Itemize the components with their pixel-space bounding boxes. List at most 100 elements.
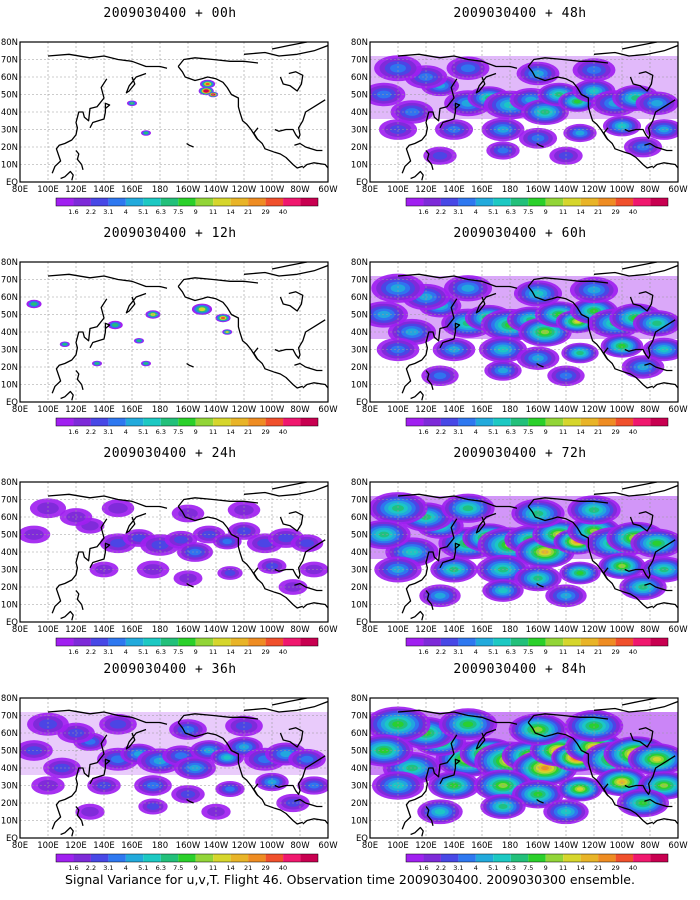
variance-contour: [586, 66, 602, 74]
variance-map: 80E 100E 120E 140E 160E 180 160W 140W 120W 100W 80…: [1, 478, 338, 656]
coastline: [279, 291, 304, 312]
coastline: [177, 722, 303, 825]
colorbar-label: 4: [474, 208, 478, 216]
colorbar-swatch: [283, 854, 301, 862]
colorbar-label: 21: [244, 428, 252, 436]
coastline: [624, 539, 676, 579]
coastline: [51, 298, 108, 394]
variance-contour: [143, 362, 149, 365]
coastline: [397, 709, 518, 725]
coastline: [603, 347, 609, 361]
coastline: [401, 734, 458, 830]
colorbar-swatch: [475, 198, 494, 206]
coastline: [253, 783, 259, 797]
variance-contour: [497, 147, 509, 154]
map-panel-48h: 2009030400 + 48h 80E 100E 120E 140E 160E 180 1…: [350, 0, 690, 220]
lat-tick-label: 70N: [1, 712, 18, 722]
lat-tick-label: 60N: [351, 73, 368, 83]
lon-tick-label: 100W: [610, 841, 635, 851]
colorbar-label: 5.1: [138, 864, 148, 872]
colorbar-swatch: [125, 418, 144, 426]
lat-tick-label: 20N: [1, 799, 18, 809]
coastline: [279, 727, 304, 748]
variance-contour: [143, 131, 149, 135]
colorbar-swatch: [563, 418, 581, 426]
lat-tick-label: 80N: [1, 478, 18, 488]
lon-tick-label: 60W: [668, 185, 688, 195]
colorbar-label: 21: [244, 864, 252, 872]
coastline: [243, 700, 328, 713]
variance-contour: [300, 755, 314, 763]
colorbar-label: 11: [209, 208, 217, 216]
variance-contour: [652, 320, 662, 326]
colorbar-label: 11: [559, 648, 567, 656]
colorbar-swatch: [248, 198, 266, 206]
coastline: [302, 602, 328, 609]
coastline: [410, 390, 424, 401]
coastline: [652, 818, 678, 825]
colorbar-swatch: [178, 198, 196, 206]
coastline: [425, 806, 434, 826]
coastline: [603, 127, 609, 141]
variance-map: 80E 100E 120E 140E 160E 180 160W 140W 120W 100W 80…: [1, 694, 338, 872]
lon-tick-label: 140E: [93, 405, 115, 415]
lon-tick-label: 120W: [582, 841, 607, 851]
lon-tick-label: 80W: [640, 185, 660, 195]
colorbar-label: 29: [611, 208, 619, 216]
colorbar-swatch: [108, 418, 126, 426]
colorbar-label: 9: [194, 648, 198, 656]
colorbar-label: 29: [611, 648, 619, 656]
coastline: [177, 286, 303, 389]
variance-map: 80E 100E 120E 140E 160E 180 160W 140W 120W 100W 80…: [1, 258, 338, 436]
lat-tick-label: 10N: [351, 601, 368, 611]
colorbar-swatch: [563, 638, 581, 646]
coastline: [527, 277, 609, 287]
colorbar-label: 3.1: [453, 648, 463, 656]
coastline: [652, 162, 678, 169]
lon-tick-label: 60W: [668, 625, 688, 635]
variance-contour: [223, 755, 232, 760]
coastline: [302, 162, 328, 169]
lat-tick-label: 70N: [1, 496, 18, 506]
lat-tick-label: 40N: [351, 328, 368, 338]
colorbar-label: 9: [544, 864, 548, 872]
colorbar-swatch: [56, 638, 74, 646]
coastline: [644, 362, 673, 372]
lon-tick-label: 100W: [260, 405, 285, 415]
lon-tick-label: 80E: [12, 185, 28, 195]
coastline: [47, 709, 168, 725]
variance-contour: [224, 570, 236, 576]
lon-tick-label: 160W: [526, 185, 551, 195]
colorbar-label: 9: [544, 428, 548, 436]
lon-tick-label: 120W: [232, 841, 257, 851]
coastline: [621, 698, 658, 706]
variance-contour: [81, 806, 99, 817]
colorbar-swatch: [615, 418, 634, 426]
panel-title: 2009030400 + 48h: [453, 6, 587, 21]
lon-tick-label: 80E: [362, 185, 378, 195]
colorbar-label: 21: [244, 648, 252, 656]
coastline: [439, 102, 461, 129]
colorbar-swatch: [545, 418, 564, 426]
lon-tick-label: 140W: [554, 625, 579, 635]
variance-contour: [652, 756, 662, 762]
variance-contour: [575, 130, 585, 136]
colorbar-swatch: [73, 198, 91, 206]
map-panel-36h: 2009030400 + 36h 80E 100E 120E 140E 160E 180 1…: [0, 656, 340, 876]
colorbar-swatch: [230, 638, 249, 646]
colorbar-label: 5.1: [488, 428, 498, 436]
colorbar-label: 2.2: [436, 208, 446, 216]
lon-tick-label: 80E: [362, 841, 378, 851]
lon-tick-label: 100E: [37, 625, 59, 635]
panel-title: 2009030400 + 84h: [453, 662, 587, 677]
colorbar-swatch: [56, 198, 74, 206]
lon-tick-label: 80E: [12, 405, 28, 415]
lon-tick-label: 140W: [204, 841, 229, 851]
colorbar-label: 3.1: [103, 864, 113, 872]
lon-tick-label: 100W: [260, 625, 285, 635]
coastline: [47, 493, 168, 509]
colorbar-swatch: [440, 418, 459, 426]
variance-contour: [659, 783, 669, 788]
colorbar-swatch: [545, 198, 564, 206]
coastline: [243, 44, 328, 57]
